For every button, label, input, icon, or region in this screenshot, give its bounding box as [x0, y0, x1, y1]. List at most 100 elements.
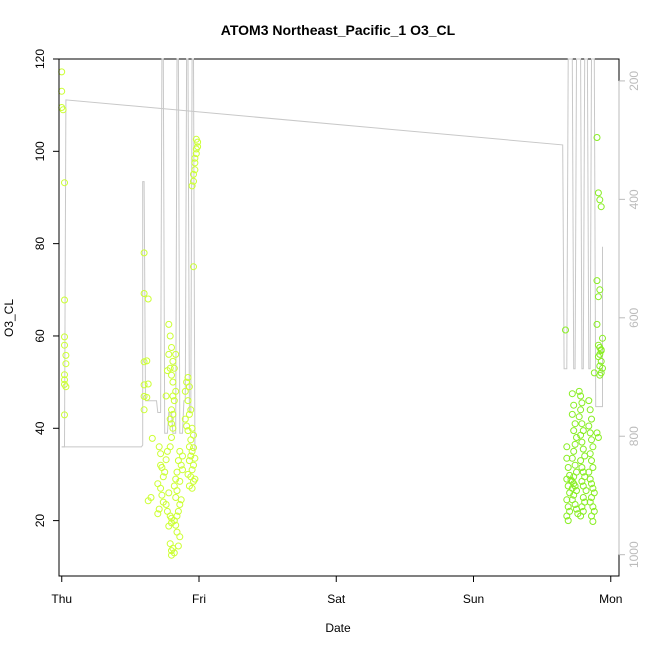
data-point [185, 383, 193, 391]
data-point [61, 376, 68, 384]
data-point [599, 334, 606, 342]
data-point [165, 522, 173, 530]
data-point [162, 501, 170, 508]
data-point [562, 326, 569, 334]
data-point [599, 364, 606, 372]
y-tick-label: 80 [33, 237, 47, 251]
data-point [194, 143, 202, 151]
data-point [168, 344, 175, 351]
data-point [181, 387, 189, 395]
x-tick-label: Fri [192, 592, 206, 606]
data-point [570, 491, 578, 499]
data-point [185, 410, 193, 418]
data-point [190, 477, 197, 485]
data-point [176, 447, 184, 455]
y-tick-label: 60 [33, 329, 47, 343]
data-point [140, 290, 148, 297]
data-point [61, 296, 68, 304]
data-point [166, 332, 174, 340]
data-point [154, 510, 162, 518]
data-point [191, 154, 199, 162]
data-point [172, 475, 180, 483]
data-point [168, 371, 175, 379]
data-point [159, 473, 167, 481]
data-point [593, 429, 601, 437]
data-point [573, 434, 580, 441]
data-point [162, 456, 170, 464]
data-point [586, 450, 594, 458]
data-point [571, 420, 579, 428]
data-point [184, 397, 192, 405]
data-point [571, 501, 579, 508]
data-point [140, 406, 148, 414]
data-point [577, 431, 585, 439]
data-point [157, 484, 165, 492]
data-point [170, 364, 178, 372]
data-point [190, 170, 197, 178]
data-point [140, 381, 148, 389]
series-line-3 [61, 58, 196, 452]
data-point [187, 452, 195, 460]
data-point [594, 434, 602, 441]
data-point [187, 406, 195, 414]
y-axis-label: O3_CL [2, 299, 16, 337]
y-tick-label: 100 [33, 141, 47, 161]
data-point [168, 406, 175, 414]
data-point [190, 177, 197, 185]
data-point [158, 491, 166, 499]
y2-tick-label: 600 [627, 307, 641, 327]
data-point [144, 497, 152, 505]
data-point [563, 443, 571, 451]
data-point [188, 484, 196, 492]
data-point [59, 106, 67, 114]
data-point [593, 320, 601, 328]
data-point [169, 410, 177, 418]
data-point [577, 406, 585, 414]
data-point [570, 401, 578, 409]
y2-tick-label: 1000 [627, 541, 641, 568]
data-point [61, 341, 68, 349]
data-point [170, 482, 178, 490]
data-point [588, 415, 595, 423]
data-point [181, 415, 189, 423]
data-point [578, 420, 586, 428]
data-points [58, 68, 606, 559]
data-point [585, 422, 593, 430]
x-tick-label: Mon [599, 592, 622, 606]
x-tick-label: Sat [327, 592, 346, 606]
data-point [165, 489, 173, 497]
data-point [144, 295, 152, 303]
data-point [173, 528, 181, 536]
data-point [192, 150, 200, 158]
data-point [568, 410, 576, 418]
data-point [568, 390, 576, 398]
data-point [174, 542, 182, 550]
data-point [168, 434, 175, 441]
data-point [577, 512, 585, 520]
data-point [165, 350, 173, 358]
data-point [179, 466, 186, 474]
data-point [190, 263, 197, 271]
data-point [575, 413, 583, 421]
data-point [176, 501, 184, 508]
data-point [140, 358, 148, 366]
data-point [173, 512, 181, 520]
data-point [155, 443, 163, 451]
data-point [586, 429, 594, 437]
data-point [571, 440, 579, 448]
data-point [166, 443, 174, 451]
data-point [588, 436, 595, 444]
data-point [578, 399, 586, 407]
data-point [589, 464, 597, 471]
data-point [172, 521, 180, 529]
data-point [62, 383, 70, 391]
data-point [157, 450, 165, 458]
data-point [184, 374, 192, 381]
data-point [140, 249, 148, 257]
secondary-lines [61, 58, 603, 452]
y-axis-right: 200 400 600 800 1000 [618, 71, 641, 568]
data-point [594, 189, 602, 197]
data-point [143, 393, 151, 401]
data-point [172, 350, 180, 358]
